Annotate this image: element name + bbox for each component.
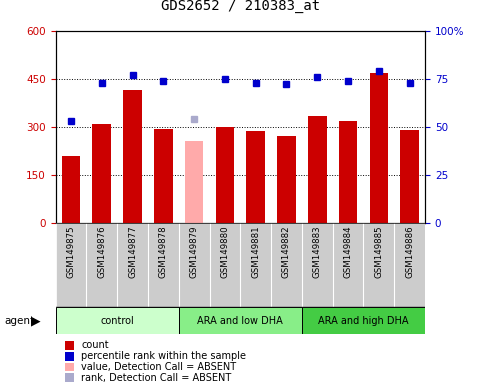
Bar (302, 223, 333, 307)
Bar (56, 223, 86, 307)
Text: GSM149881: GSM149881 (251, 225, 260, 278)
Text: GDS2652 / 210383_at: GDS2652 / 210383_at (161, 0, 320, 13)
Text: rank, Detection Call = ABSENT: rank, Detection Call = ABSENT (81, 373, 231, 383)
Text: ARA and low DHA: ARA and low DHA (198, 316, 283, 326)
Bar (179, 307, 302, 334)
Bar (185, 141, 203, 223)
Bar (154, 129, 172, 223)
Bar (179, 223, 210, 307)
Text: value, Detection Call = ABSENT: value, Detection Call = ABSENT (81, 362, 236, 372)
Text: GSM149883: GSM149883 (313, 225, 322, 278)
Bar (210, 223, 240, 307)
Text: ▶: ▶ (31, 314, 41, 327)
Bar (302, 307, 425, 334)
Bar (339, 121, 357, 223)
Text: percentile rank within the sample: percentile rank within the sample (81, 351, 246, 361)
Bar (369, 73, 388, 223)
Text: GSM149880: GSM149880 (220, 225, 229, 278)
Text: GSM149875: GSM149875 (67, 225, 75, 278)
Text: GSM149884: GSM149884 (343, 225, 353, 278)
Text: GSM149886: GSM149886 (405, 225, 414, 278)
Bar (123, 90, 142, 223)
Text: ARA and high DHA: ARA and high DHA (318, 316, 409, 326)
Bar (56, 307, 179, 334)
Text: GSM149885: GSM149885 (374, 225, 384, 278)
Text: agent: agent (5, 316, 35, 326)
Bar (86, 223, 117, 307)
Bar (400, 130, 419, 223)
Text: GSM149882: GSM149882 (282, 225, 291, 278)
Text: GSM149878: GSM149878 (159, 225, 168, 278)
Bar (308, 116, 327, 223)
Text: GSM149879: GSM149879 (190, 225, 199, 278)
Text: GSM149877: GSM149877 (128, 225, 137, 278)
Bar (364, 223, 394, 307)
Bar (277, 136, 296, 223)
Text: control: control (100, 316, 134, 326)
Bar (240, 223, 271, 307)
Bar (333, 223, 364, 307)
Bar (271, 223, 302, 307)
Bar (62, 156, 80, 223)
Bar (148, 223, 179, 307)
Bar (246, 131, 265, 223)
Bar (117, 223, 148, 307)
Bar (215, 127, 234, 223)
Bar (92, 124, 111, 223)
Bar (394, 223, 425, 307)
Text: count: count (81, 341, 109, 351)
Text: GSM149876: GSM149876 (97, 225, 106, 278)
